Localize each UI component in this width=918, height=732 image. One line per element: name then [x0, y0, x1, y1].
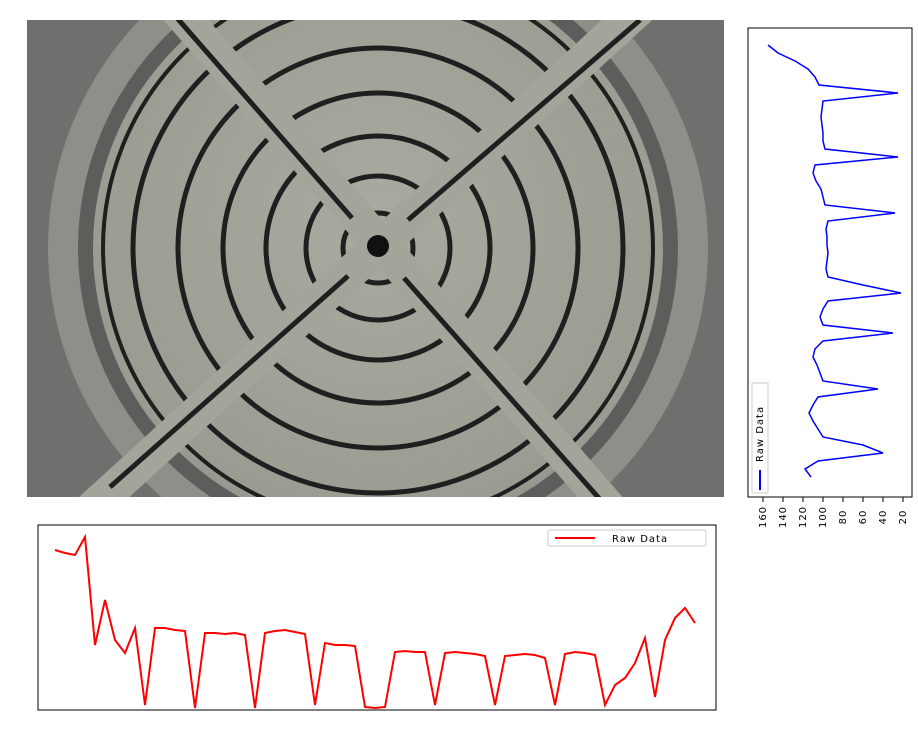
y-tick-label: 40 — [878, 510, 889, 525]
y-tick-label: 120 — [798, 506, 809, 528]
y-tick-label: 80 — [838, 510, 849, 525]
y-tick-label: 140 — [778, 506, 789, 528]
y-tick-label: 160 — [758, 506, 769, 528]
figure: 160 140 120 100 80 60 40 20 Raw Data Raw Data — [0, 0, 918, 728]
y-tick-label: 60 — [858, 510, 869, 525]
y-tick-label: 20 — [898, 510, 909, 525]
legend-label: Raw Data — [612, 534, 668, 545]
y-tick-label: 100 — [818, 506, 829, 528]
page: 16014012010080604020Raw DataRaw Data (()… — [0, 0, 918, 728]
plot-frame — [38, 525, 716, 710]
plot-frame — [748, 28, 912, 497]
legend-label: Raw Data — [755, 406, 766, 462]
photo — [27, 0, 724, 578]
